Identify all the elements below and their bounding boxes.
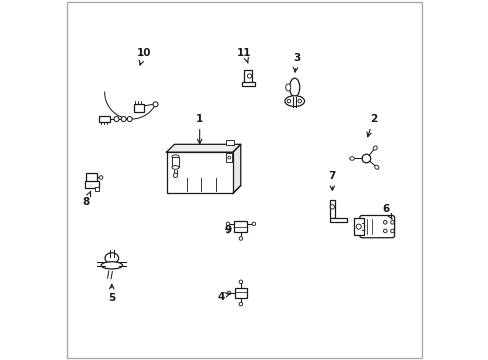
Polygon shape [232,144,240,193]
Circle shape [390,221,393,224]
Circle shape [383,229,386,233]
Text: 10: 10 [137,48,151,65]
Ellipse shape [171,155,179,158]
Text: 11: 11 [237,48,251,63]
FancyBboxPatch shape [171,157,179,167]
Ellipse shape [374,165,378,169]
Circle shape [121,117,126,122]
Ellipse shape [289,78,299,97]
FancyBboxPatch shape [329,218,346,222]
FancyBboxPatch shape [244,69,252,83]
Text: 5: 5 [108,284,115,303]
Circle shape [251,222,255,226]
Circle shape [153,102,158,107]
FancyBboxPatch shape [86,173,97,182]
Text: 6: 6 [382,204,391,219]
Ellipse shape [372,146,376,150]
Circle shape [247,74,251,78]
Circle shape [390,229,393,233]
Circle shape [239,302,242,306]
Ellipse shape [285,84,290,91]
FancyBboxPatch shape [359,216,394,238]
FancyBboxPatch shape [226,153,232,162]
Circle shape [239,280,242,284]
Ellipse shape [349,157,354,160]
FancyBboxPatch shape [226,140,233,145]
FancyBboxPatch shape [241,82,255,86]
FancyBboxPatch shape [329,200,334,218]
Circle shape [355,224,361,229]
Text: 9: 9 [224,225,231,235]
FancyBboxPatch shape [85,181,99,188]
Text: 2: 2 [366,114,376,137]
Circle shape [226,222,229,226]
Circle shape [227,291,230,295]
Text: 8: 8 [82,191,91,207]
FancyBboxPatch shape [353,218,363,235]
Polygon shape [166,144,240,152]
Circle shape [286,99,290,103]
Ellipse shape [101,262,122,269]
Circle shape [239,237,242,240]
Circle shape [227,156,230,159]
Circle shape [127,117,132,122]
FancyBboxPatch shape [95,187,99,192]
Circle shape [329,205,334,209]
Circle shape [99,176,102,179]
FancyBboxPatch shape [234,221,247,232]
FancyBboxPatch shape [134,104,144,112]
FancyBboxPatch shape [235,288,246,298]
Circle shape [362,154,370,163]
Circle shape [173,173,177,177]
FancyBboxPatch shape [99,116,110,122]
Circle shape [297,99,301,103]
Text: 1: 1 [196,114,203,144]
Circle shape [383,221,386,224]
Ellipse shape [105,253,119,264]
Ellipse shape [171,166,179,169]
Text: 4: 4 [217,292,230,302]
Text: 3: 3 [292,53,300,72]
FancyBboxPatch shape [166,152,232,193]
Ellipse shape [285,96,304,107]
Text: 7: 7 [328,171,335,190]
Circle shape [114,117,119,122]
